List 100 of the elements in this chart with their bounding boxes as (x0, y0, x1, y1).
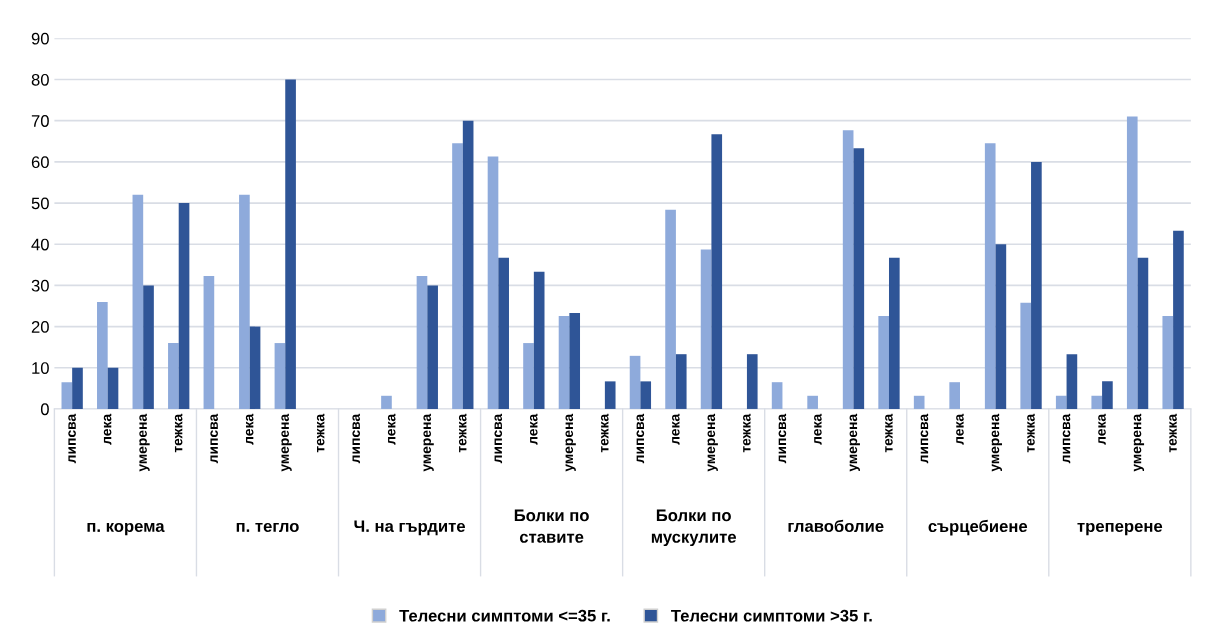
bar (1126, 116, 1138, 409)
x-tick-label: лека (814, 413, 822, 445)
bar (640, 381, 652, 409)
y-tick-label: 30 (31, 279, 49, 292)
text: Ч. на гърдите (354, 520, 466, 536)
bar (665, 209, 676, 409)
x-tick-label: лека (245, 413, 254, 445)
y-tick-label: 60 (31, 156, 49, 169)
bar (1091, 395, 1103, 409)
x-tick-label: умерена (707, 413, 718, 472)
x-tick-label: лека (387, 413, 396, 445)
text: треперене (1077, 522, 1163, 536)
text: п. корема (87, 522, 165, 536)
x-tick-label: липсва (494, 413, 503, 464)
bar (888, 257, 900, 409)
bar (1031, 161, 1042, 409)
bar (878, 315, 889, 409)
bar (1102, 381, 1113, 409)
x-tick-label: лека (1098, 413, 1106, 445)
x-tick-label: липсва (352, 413, 361, 464)
x-tick-label: тежка (601, 413, 609, 453)
x-tick-label: умерена (281, 413, 292, 472)
y-tick-label: 90 (31, 32, 49, 45)
bar (675, 354, 687, 409)
x-tick-label: умерена (991, 413, 1003, 472)
bar (711, 134, 723, 409)
x-tick-label: липсва (210, 413, 218, 464)
x-tick-label: тежка (316, 413, 325, 453)
bar (1055, 395, 1067, 409)
bar (239, 194, 250, 409)
bar (746, 354, 758, 409)
y-tick-label: 80 (31, 73, 49, 86)
bar (842, 130, 854, 409)
x-tick-label: тежка (1027, 413, 1035, 453)
x-tick-label: лека (103, 413, 112, 445)
bar (132, 194, 144, 409)
bar (569, 313, 581, 409)
text: Болки по мускулите (651, 509, 737, 547)
bar (107, 367, 119, 409)
x-tick-label: тежка (458, 413, 467, 453)
bar (995, 244, 1007, 409)
bar (913, 395, 925, 409)
x-tick-label: лека (529, 413, 538, 445)
bar (452, 143, 463, 409)
bar (427, 285, 438, 409)
x-tick-label: тежка (1169, 413, 1177, 453)
x-tick-label: липсва (778, 413, 787, 464)
bar (533, 271, 545, 409)
bar (487, 156, 499, 409)
bar (1137, 257, 1149, 409)
x-tick-label: лека (956, 413, 964, 445)
bar (523, 343, 534, 409)
bar (1020, 302, 1032, 409)
y-tick-label: 20 (31, 321, 49, 333)
bar (1162, 315, 1174, 409)
bar (700, 249, 712, 409)
legend-label: Телесни симптоми >35 г. (671, 609, 872, 622)
bar (178, 203, 190, 409)
y-tick-label: 0 (40, 403, 49, 416)
bar (285, 79, 296, 409)
bar (1066, 354, 1078, 409)
bar (97, 301, 108, 409)
bar (61, 382, 73, 409)
x-tick-label: липсва (68, 413, 76, 464)
y-tick-label: 50 (31, 197, 49, 210)
bar (168, 343, 179, 409)
x-tick-label: умерена (139, 413, 150, 472)
x-tick-label: тежка (743, 413, 751, 453)
x-tick-label: тежка (885, 413, 893, 453)
x-tick-label: умерена (423, 413, 434, 472)
bar (558, 315, 570, 409)
x-tick-label: лека (672, 413, 680, 445)
x-tick-label: липсва (636, 413, 645, 464)
text: п. тегло (236, 522, 299, 533)
bar (853, 148, 865, 409)
x-tick-label: тежка (174, 413, 183, 453)
bar (949, 382, 961, 409)
text: сърцебиене (928, 519, 1028, 536)
bar (143, 285, 154, 409)
bar (771, 382, 783, 409)
x-tick-label: липсва (920, 413, 929, 464)
bar (604, 381, 616, 409)
bar (203, 275, 215, 409)
text: Болки по ставите (514, 509, 589, 543)
bar (381, 395, 392, 409)
bar (807, 395, 818, 409)
y-tick-label: 10 (32, 362, 49, 374)
bar (72, 367, 83, 409)
text: главоболие (788, 519, 884, 533)
bar (249, 326, 261, 409)
bar (462, 120, 474, 409)
bar (416, 275, 428, 409)
bar (1173, 230, 1184, 409)
bar (629, 355, 641, 409)
legend-label: Телесни симптоми <=35 г. (399, 609, 610, 622)
x-tick-label: умерена (565, 413, 576, 472)
bar (984, 143, 996, 409)
y-tick-label: 70 (31, 115, 49, 127)
bar (274, 343, 286, 409)
bar (498, 257, 509, 409)
